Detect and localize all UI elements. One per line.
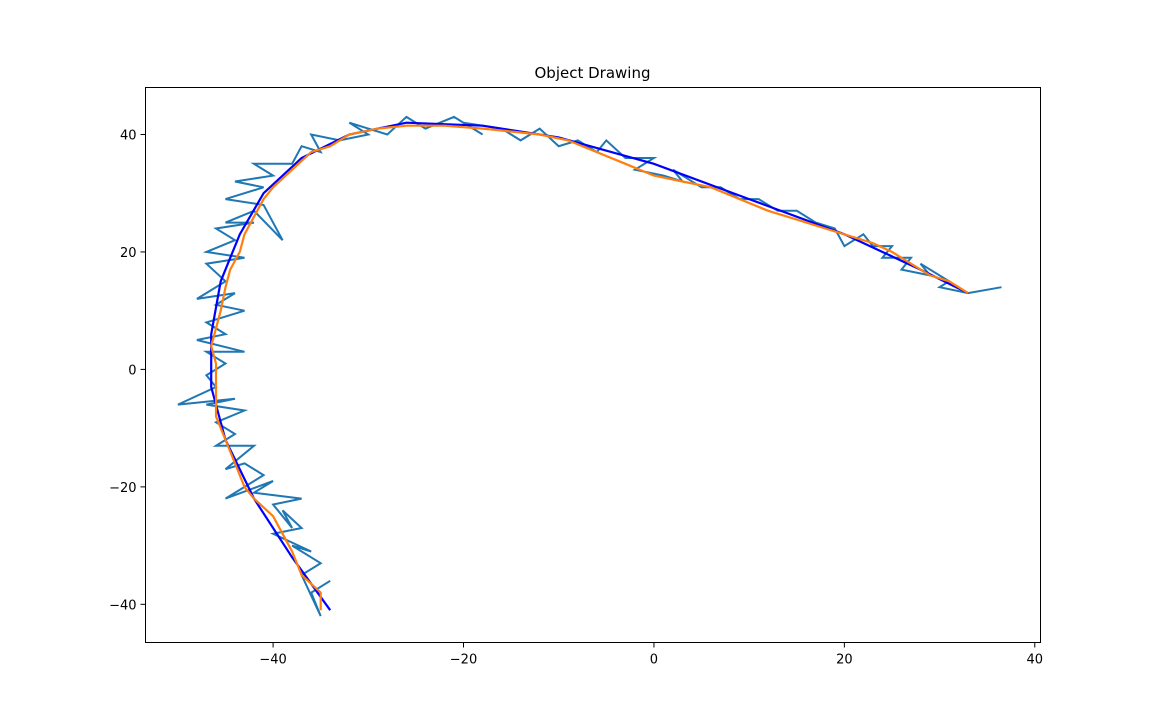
y-tick-label: 0 [128,363,136,378]
series-line-3 [210,124,969,611]
y-tick-label: 40 [120,128,137,143]
x-tick-label: 40 [1027,653,1044,668]
y-tick-label: −20 [109,481,136,496]
y-tick-label: 20 [120,246,137,261]
plot-area-frame [145,87,1041,643]
chart-title: Object Drawing [535,64,651,82]
series-layer [177,115,1002,617]
x-axis: −40 −20 0 20 40 [259,642,1044,668]
y-tick-label: −40 [109,598,136,613]
series-line-1 [177,115,1002,617]
x-tick-label: −20 [450,653,477,668]
x-tick-label: −40 [259,653,286,668]
x-tick-label: 0 [650,653,658,668]
x-tick-label: 20 [836,653,853,668]
y-axis: −40 −20 0 20 40 [109,128,146,613]
